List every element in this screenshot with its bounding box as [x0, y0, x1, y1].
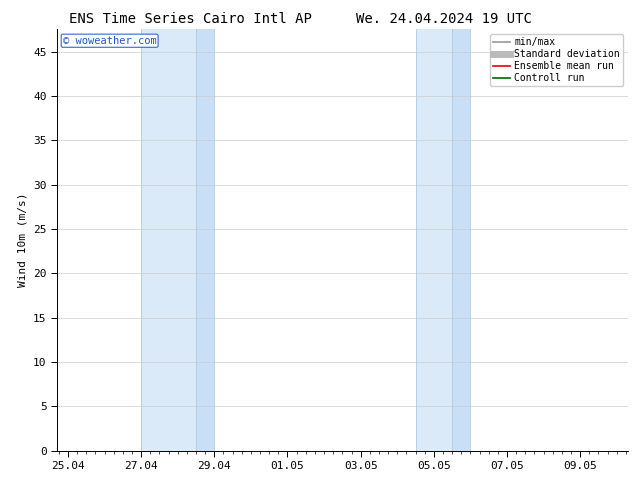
Text: © woweather.com: © woweather.com [63, 36, 157, 46]
Bar [196, 29, 214, 451]
Bar [452, 29, 470, 451]
Text: ENS Time Series Cairo Intl AP: ENS Time Series Cairo Intl AP [68, 12, 312, 26]
Y-axis label: Wind 10m (m/s): Wind 10m (m/s) [18, 193, 28, 287]
Bar [141, 29, 196, 451]
Legend: min/max, Standard deviation, Ensemble mean run, Controll run: min/max, Standard deviation, Ensemble me… [490, 34, 623, 86]
Bar [415, 29, 452, 451]
Text: We. 24.04.2024 19 UTC: We. 24.04.2024 19 UTC [356, 12, 532, 26]
